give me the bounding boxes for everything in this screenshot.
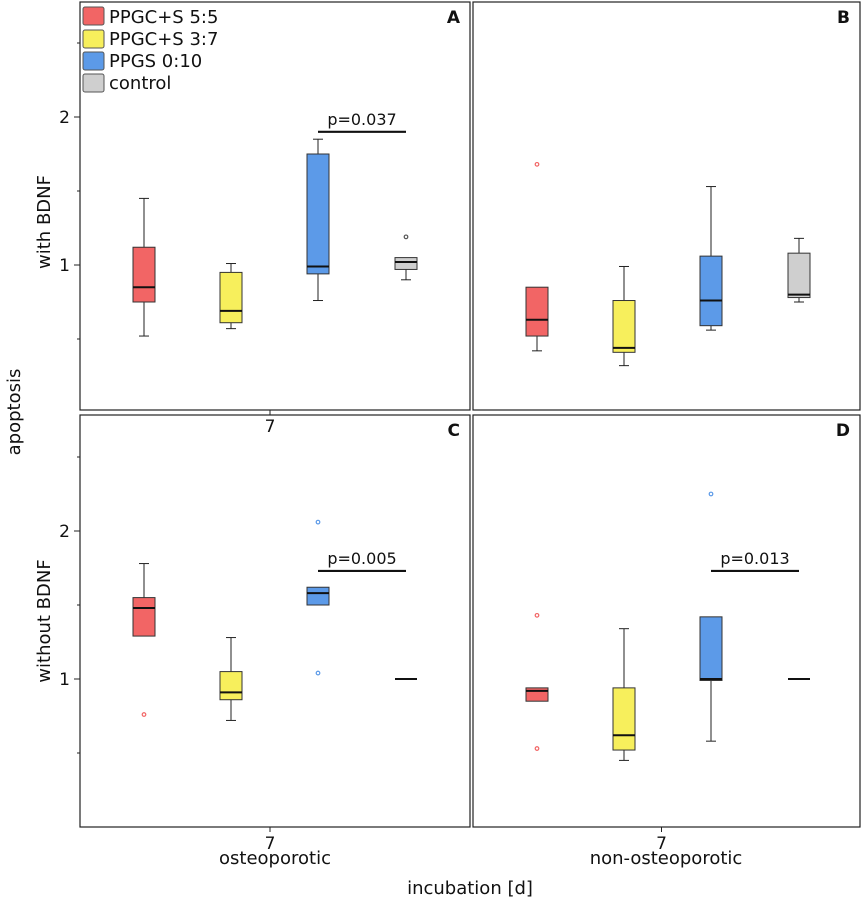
row-label-without-bdnf: without BDNF <box>34 559 55 682</box>
significance-label-c: p=0.005 <box>327 549 396 568</box>
panel-a: A 1 2 7 p=0.037 <box>59 1 471 437</box>
box-group-control-b <box>787 237 811 303</box>
box-ppgc-s-3-7-b <box>612 300 636 353</box>
box-group-ppgc-s-5-5-a <box>132 197 156 337</box>
legend-label-ppgc-s-3-7: PPGC+S 3:7 <box>109 29 218 50</box>
box-group-ppgc-s-3-7-a <box>219 263 243 330</box>
column-label-non-osteoporotic: non-osteoporotic <box>590 848 743 869</box>
panel-c: C 1 2 7 p=0.005 <box>59 414 471 854</box>
y-tick-label-a-2: 2 <box>59 108 70 128</box>
y-tick-label-a-1: 1 <box>59 256 70 276</box>
significance-label-a: p=0.037 <box>327 110 396 129</box>
box-ppgc-s-3-7-d <box>612 687 636 751</box>
legend-label-ppgc-s-5-5: PPGC+S 5:5 <box>109 7 218 28</box>
box-group-ppgc-s-3-7-c <box>219 637 243 721</box>
outlier-ppgc-s-5-5-c-0 <box>141 712 147 717</box>
outlier-ppgs-0-10-d-0 <box>708 491 714 497</box>
panel-d: D 7 p=0.013 <box>472 414 861 854</box>
box-ppgc-s-5-5-c <box>132 597 156 637</box>
box-group-ppgs-0-10-d <box>699 491 723 742</box>
panel-letter-d: D <box>836 421 850 441</box>
panel-frame-b <box>472 1 861 411</box>
box-ppgs-0-10-a <box>306 153 330 275</box>
legend-swatch-ppgs-0-10 <box>82 51 105 71</box>
box-group-ppgc-s-5-5-b <box>525 161 549 352</box>
box-ppgs-0-10-b <box>699 255 723 327</box>
box-ppgc-s-3-7-c <box>219 671 243 701</box>
box-group-ppgc-s-3-7-d <box>612 628 636 761</box>
legend-swatch-ppgc-s-5-5 <box>82 6 105 26</box>
box-group-ppgc-s-5-5-d <box>525 612 549 751</box>
x-tick-label-d: 7 <box>656 834 667 854</box>
panel-frame-d <box>472 414 861 828</box>
legend-label-control: control <box>109 73 171 94</box>
column-label-osteoporotic: osteoporotic <box>219 848 331 869</box>
legend-swatch-ppgc-s-3-7 <box>82 29 105 49</box>
y-axis-label: apoptosis <box>4 369 25 456</box>
box-ppgs-0-10-d <box>699 616 723 681</box>
box-ppgc-s-5-5-b <box>525 286 549 337</box>
box-control-b <box>787 252 811 299</box>
x-tick-label-a: 7 <box>265 417 276 437</box>
panel-frame-c <box>79 414 471 828</box>
box-group-ppgc-s-3-7-b <box>612 265 636 367</box>
outlier-control-a-0 <box>403 234 409 240</box>
box-ppgc-s-5-5-a <box>132 246 156 303</box>
box-group-ppgs-0-10-a <box>306 138 330 302</box>
legend-label-ppgs-0-10: PPGS 0:10 <box>109 51 202 72</box>
y-tick-label-c-2: 2 <box>59 522 70 542</box>
box-ppgc-s-3-7-a <box>219 271 243 324</box>
panel-b: B <box>472 1 861 411</box>
row-label-with-bdnf: with BDNF <box>34 175 55 269</box>
outlier-ppgs-0-10-c-1 <box>315 670 321 676</box>
legend: PPGC+S 5:5 PPGC+S 3:7 PPGS 0:10 control <box>82 6 218 94</box>
x-tick-label-c: 7 <box>265 834 276 854</box>
box-ppgs-0-10-c <box>306 586 330 606</box>
box-control-a <box>394 257 418 270</box>
outlier-ppgc-s-5-5-d-1 <box>534 746 540 751</box>
outlier-ppgs-0-10-c-0 <box>315 519 321 525</box>
box-group-ppgs-0-10-c <box>306 519 330 676</box>
panel-letter-b: B <box>837 8 850 28</box>
outlier-ppgc-s-5-5-d-0 <box>534 612 540 618</box>
box-group-control-a <box>394 234 418 281</box>
panel-letter-c: C <box>448 421 460 441</box>
significance-label-d: p=0.013 <box>720 549 789 568</box>
x-axis-label: incubation [d] <box>407 878 533 899</box>
legend-swatch-control <box>82 73 105 93</box>
panel-letter-a: A <box>447 8 461 28</box>
panel-frame-a <box>79 1 471 411</box>
y-tick-label-c-1: 1 <box>59 670 70 690</box>
box-group-ppgs-0-10-b <box>699 186 723 331</box>
outlier-ppgc-s-5-5-b-0 <box>534 161 540 167</box>
box-group-ppgc-s-5-5-c <box>132 563 156 717</box>
